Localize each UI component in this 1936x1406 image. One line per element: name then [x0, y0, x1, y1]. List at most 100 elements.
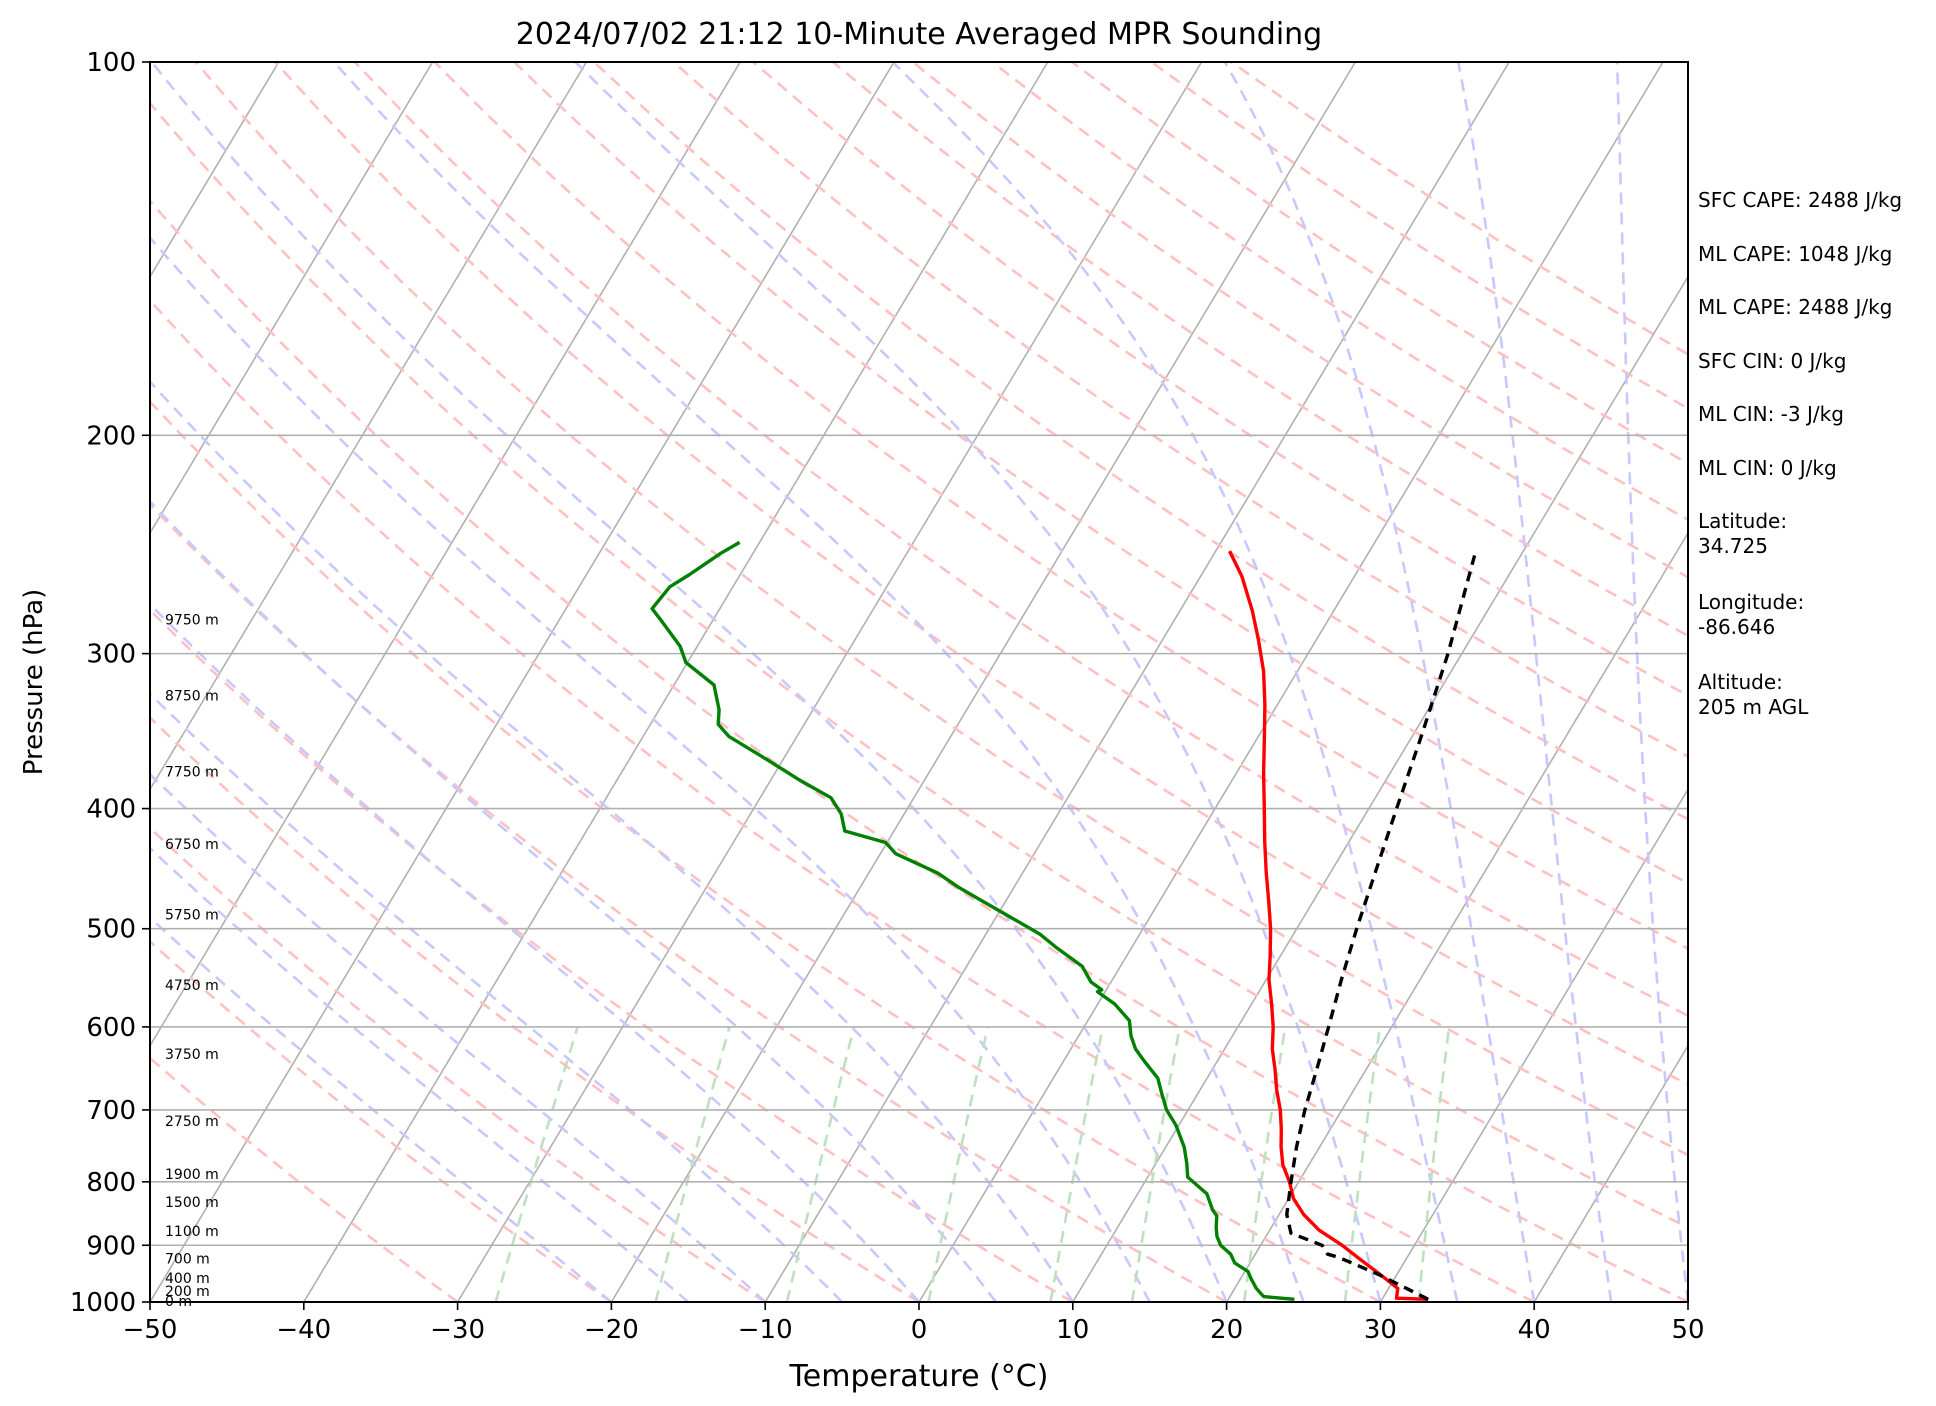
- moist-adiabat-line: [150, 379, 1074, 1302]
- height-label: 3750 m: [165, 1047, 219, 1063]
- y-tick-label: 900: [86, 1231, 136, 1261]
- background-lines: [150, 62, 1688, 1302]
- height-label: 7750 m: [165, 764, 219, 780]
- x-tick-label: 20: [1210, 1315, 1243, 1345]
- annotation-text: Latitude: 34.725: [1698, 509, 1788, 558]
- dry-adiabat-line: [150, 939, 613, 1302]
- x-tick-label: −20: [584, 1315, 639, 1345]
- y-tick-label: 100: [86, 48, 136, 78]
- moist-adiabat-line: [150, 692, 844, 1302]
- x-axis-label: Temperature (°C): [789, 1359, 1049, 1394]
- annotation-text: Longitude: -86.646: [1698, 589, 1805, 639]
- chart-title: 2024/07/02 21:12 10-Minute Averaged MPR …: [516, 17, 1322, 52]
- annotation-text: ML CAPE: 1048 J/kg: [1698, 241, 1893, 266]
- moist-adiabat-line: [150, 499, 997, 1302]
- mixing-ratio-line: [494, 1026, 579, 1302]
- moist-adiabat-line: [150, 235, 1151, 1302]
- x-tick-label: 30: [1364, 1315, 1397, 1345]
- moist-adiabat-line: [150, 915, 613, 1302]
- mixing-ratio-line: [785, 1026, 856, 1302]
- plot-frame: [149, 61, 1689, 1303]
- temperature-line: [1228, 550, 1429, 1301]
- height-label: 1500 m: [165, 1195, 219, 1211]
- height-label: 400 m: [165, 1271, 210, 1287]
- y-axis-label: Pressure (hPa): [19, 589, 49, 776]
- isotherm-line: [150, 62, 741, 1048]
- annotation-text: Altitude: 205 m AGL: [1698, 670, 1809, 719]
- height-label: 4750 m: [165, 978, 219, 994]
- annotation-text: SFC CIN: 0 J/kg: [1698, 348, 1847, 373]
- height-label: 1100 m: [165, 1224, 219, 1240]
- pressure-gridlines: [150, 61, 1688, 1303]
- height-label: 700 m: [165, 1251, 210, 1267]
- dry-adiabat-line: [150, 608, 1074, 1302]
- y-tick-label: 500: [86, 915, 136, 945]
- isotherm-line: [150, 62, 434, 535]
- moist-adiabat-line: [574, 62, 1382, 1302]
- dry-adiabat-line: [150, 1056, 459, 1302]
- x-tick-label: −10: [738, 1315, 793, 1345]
- dry-adiabat-line: [150, 101, 1688, 1230]
- moist-adiabat-line: [150, 602, 920, 1302]
- dry-adiabat-line: [150, 199, 1688, 1302]
- isotherm-line: [1533, 1044, 1688, 1302]
- moist-adiabat-line: [150, 846, 690, 1302]
- height-label: 2750 m: [165, 1114, 219, 1130]
- isotherm-line: [610, 62, 1357, 1302]
- x-tick-label: 40: [1518, 1315, 1551, 1345]
- moist-adiabat-line: [332, 62, 1305, 1302]
- y-tick-label: 1000: [70, 1288, 136, 1318]
- dry-adiabat-line: [672, 62, 1688, 759]
- annotation-text: ML CIN: -3 J/kg: [1698, 402, 1844, 426]
- moist-adiabat-line: [1615, 62, 1688, 1302]
- x-tick-label: −30: [430, 1315, 485, 1345]
- height-label: 9750 m: [165, 612, 219, 628]
- mixing-ratio-line: [1417, 1026, 1451, 1302]
- dry-adiabat-line: [353, 62, 1688, 1018]
- annotation-text: ML CIN: 0 J/kg: [1698, 455, 1837, 480]
- annotation-text: ML CAPE: 2488 J/kg: [1698, 295, 1893, 319]
- isotherm-line: [456, 62, 1203, 1302]
- height-label: 8750 m: [165, 689, 219, 705]
- series-layer: [650, 540, 1477, 1301]
- dry-adiabat-line: [911, 62, 1688, 579]
- parcel-line: [1285, 554, 1477, 1301]
- height-label: 1900 m: [165, 1167, 219, 1183]
- y-tick-label: 600: [86, 1013, 136, 1043]
- y-tick-label: 700: [86, 1096, 136, 1126]
- moist-adiabat-line: [891, 62, 1459, 1302]
- dry-adiabat-line: [832, 62, 1688, 638]
- isotherm-line: [303, 62, 1049, 1302]
- x-tick-label: −50: [123, 1315, 178, 1345]
- dry-adiabat-line: [150, 502, 1228, 1302]
- isotherm-line: [1072, 275, 1688, 1302]
- dry-adiabat-line: [150, 826, 766, 1302]
- moist-adiabat-line: [150, 772, 767, 1302]
- x-tick-label: 50: [1671, 1315, 1704, 1345]
- moist-adiabat-line: [150, 62, 1228, 1302]
- dry-adiabat-line: [593, 62, 1688, 821]
- isotherm-line: [764, 62, 1510, 1302]
- y-tick-label: 400: [86, 795, 136, 825]
- dry-adiabat-line: [150, 399, 1382, 1302]
- dry-adiabat-line: [150, 716, 920, 1302]
- isotherm-line: [150, 62, 588, 791]
- isotherm-line: [150, 62, 280, 279]
- height-label: 5750 m: [165, 908, 219, 924]
- isotherm-line: [150, 62, 895, 1302]
- dewpoint-line: [650, 540, 1295, 1301]
- height-label: 0 m: [165, 1294, 192, 1310]
- height-label: 200 m: [165, 1284, 210, 1300]
- dry-adiabat-line: [274, 62, 1688, 1086]
- isotherm-line: [1379, 787, 1688, 1302]
- dry-adiabat-line: [150, 298, 1535, 1302]
- y-tick-label: 800: [86, 1168, 136, 1198]
- mixing-ratio-line: [1049, 1026, 1105, 1302]
- annotation-text: SFC CAPE: 2488 J/kg: [1698, 188, 1903, 212]
- moist-adiabat-line: [1457, 62, 1613, 1302]
- moist-adiabat-line: [1223, 62, 1536, 1302]
- x-tick-label: 0: [911, 1315, 928, 1345]
